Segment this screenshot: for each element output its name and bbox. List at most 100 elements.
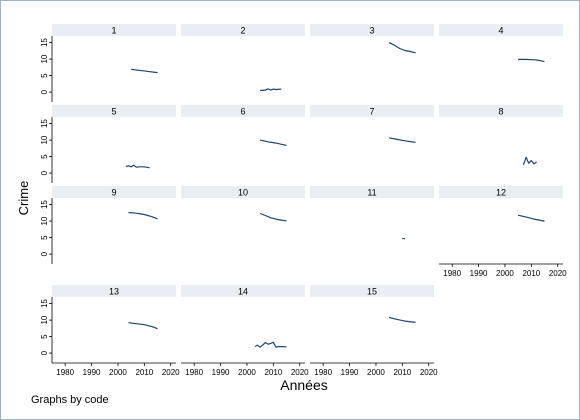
x-tick-label: 1990 [212, 368, 230, 377]
x-tick-label: 1990 [470, 269, 488, 278]
panel-plot-area [310, 36, 434, 102]
panel-strip [310, 285, 434, 297]
x-tick-label: 2020 [420, 368, 438, 377]
y-tick-label: 0 [40, 89, 49, 94]
panel-strip [181, 105, 305, 117]
panel-strip [310, 24, 434, 36]
series-line-5 [125, 164, 150, 169]
x-tick-label: 2000 [109, 368, 127, 377]
panel-plot-area [181, 36, 305, 102]
series-line-2 [260, 88, 282, 92]
panel-plot-area [52, 297, 176, 363]
x-tick-label: 1980 [443, 269, 461, 278]
panel-10: 10 [181, 186, 305, 264]
series-line-9 [128, 211, 158, 220]
y-tick-label: 10 [40, 135, 49, 144]
panel-plot-area [439, 117, 563, 183]
series-line-6 [259, 139, 287, 146]
graphs-by-note: Graphs by code [31, 394, 109, 406]
panel-plot-area [52, 36, 176, 102]
panel-label: 11 [367, 188, 376, 198]
x-tick-label: 2000 [238, 368, 256, 377]
y-tick-label: 0 [40, 170, 49, 175]
y-tick-label: 10 [40, 315, 49, 324]
panel-plot-area [181, 198, 305, 264]
panel-label: 6 [240, 107, 245, 117]
y-tick-label: 15 [40, 299, 49, 308]
panel-strip [181, 24, 305, 36]
x-axis-title: Années [280, 377, 327, 393]
panel-5: 5 0 5 10 15 [40, 105, 176, 183]
y-tick-label: 15 [40, 200, 49, 209]
panel-14: 14 1980 1990 2000 2010 2020 [181, 285, 309, 377]
x-tick-label: 1980 [56, 368, 74, 377]
y-tick-label: 5 [40, 73, 49, 78]
panel-plot-area [439, 36, 563, 102]
panel-label: 7 [369, 107, 374, 117]
panel-2: 2 [181, 24, 305, 102]
panel-strip [439, 24, 563, 36]
x-tick-label: 2000 [367, 368, 385, 377]
y-tick-label: 5 [40, 154, 49, 159]
panel-strip [52, 186, 176, 198]
series-line-11 [402, 237, 406, 240]
panel-plot-area [310, 117, 434, 183]
series-line-8 [522, 156, 537, 166]
y-axis-title: Crime [16, 181, 31, 216]
x-tick-label: 1990 [341, 368, 359, 377]
panel-9: 9 0 5 10 15 [40, 186, 176, 264]
panel-strip [52, 285, 176, 297]
panel-4: 4 [439, 24, 563, 102]
panel-plot-area [310, 297, 434, 363]
y-tick-label: 0 [40, 251, 49, 256]
panel-label: 2 [240, 26, 245, 36]
y-tick-label: 10 [40, 54, 49, 63]
panel-label: 14 [238, 287, 248, 297]
panel-strip [310, 105, 434, 117]
panel-strip [181, 186, 305, 198]
series-line-15 [388, 316, 416, 323]
panel-label: 4 [498, 26, 503, 36]
panel-label: 3 [369, 26, 374, 36]
series-line-13 [128, 322, 158, 330]
series-line-3 [388, 42, 416, 54]
x-tick-label: 2020 [291, 368, 309, 377]
panel-plot-area [181, 297, 305, 363]
series-line-10 [259, 212, 287, 222]
panel-label: 15 [367, 287, 377, 297]
series-line-12 [517, 214, 545, 222]
panel-plot-area [52, 117, 176, 183]
y-tick-label: 10 [40, 216, 49, 225]
panel-label: 1 [111, 26, 116, 36]
panel-strip [310, 186, 434, 198]
panel-strip [439, 186, 563, 198]
y-tick-label: 5 [40, 235, 49, 240]
panel-plot-area [181, 117, 305, 183]
x-tick-label: 2020 [162, 368, 180, 377]
panel-label: 9 [111, 188, 116, 198]
panel-11: 11 [310, 186, 434, 264]
series-line-7 [388, 137, 416, 143]
panel-3: 3 [310, 24, 434, 102]
x-tick-label: 1980 [185, 368, 203, 377]
x-tick-label: 2010 [135, 368, 153, 377]
panel-6: 6 [181, 105, 305, 183]
panel-strip [439, 105, 563, 117]
panel-strip [52, 105, 176, 117]
y-tick-label: 15 [40, 119, 49, 128]
x-tick-label: 2010 [264, 368, 282, 377]
panel-12: 12 1980 1990 2000 2010 2020 [439, 186, 567, 278]
x-tick-label: 1990 [83, 368, 101, 377]
panel-strip [52, 24, 176, 36]
panel-plot-area [310, 198, 434, 264]
panel-8: 8 [439, 105, 563, 183]
x-tick-label: 1980 [314, 368, 332, 377]
y-tick-label: 0 [40, 350, 49, 355]
series-line-1 [131, 68, 158, 74]
y-tick-label: 5 [40, 334, 49, 339]
panel-plot-area [439, 198, 563, 264]
